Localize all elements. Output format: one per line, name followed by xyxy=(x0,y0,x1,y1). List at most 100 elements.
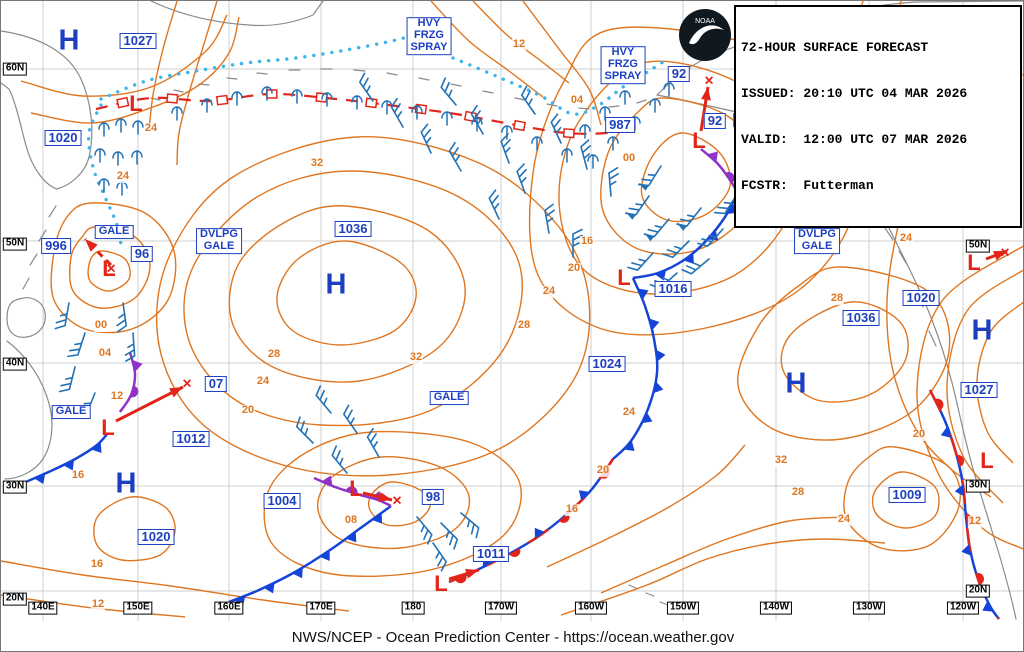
pressure-value-label: 987 xyxy=(605,116,635,134)
wind-barb-icon xyxy=(544,203,555,234)
wind-barb-icon xyxy=(470,104,484,135)
high-pressure-symbol: H xyxy=(971,314,993,347)
longitude-label: 150E xyxy=(123,601,153,615)
freezing-spray-icon xyxy=(619,90,631,105)
freezing-spray-icon xyxy=(649,98,661,113)
freezing-spray-icon xyxy=(231,91,243,106)
front-cold xyxy=(228,504,392,607)
pressure-value-label: 1016 xyxy=(654,280,692,298)
isobar-value-label: 12 xyxy=(109,390,125,403)
low-pressure-symbol: L xyxy=(102,256,116,282)
noaa-logo-circle xyxy=(679,9,731,61)
header-forecaster: FCSTR: Futterman xyxy=(741,177,874,193)
pressure-value-label: 1012 xyxy=(172,430,210,448)
hazard-warning-label: GALE xyxy=(429,391,469,405)
isobar-value-label: 24 xyxy=(836,513,852,526)
hazard-warning-label: DVLPG GALE xyxy=(794,228,840,254)
isobar-line xyxy=(276,240,417,346)
low-pressure-symbol: L xyxy=(692,128,706,154)
pressure-value-label: 1011 xyxy=(472,545,510,563)
pressure-value-label: 1027 xyxy=(960,381,998,399)
low-pressure-symbol: L xyxy=(101,415,115,441)
front-layer xyxy=(8,29,1001,620)
isobar-line xyxy=(148,1,178,132)
isobar-value-label: 12 xyxy=(511,38,527,51)
isobar-value-label: 28 xyxy=(516,319,532,332)
isobar-value-label: 28 xyxy=(790,486,806,499)
wind-barb-icon xyxy=(550,113,562,144)
isobar-line xyxy=(546,444,746,568)
arrowhead xyxy=(701,87,711,101)
isobar-line xyxy=(93,496,176,562)
freezing-spray-icon xyxy=(321,92,333,107)
coastline xyxy=(22,205,57,290)
arrowhead xyxy=(993,250,1007,261)
coastline xyxy=(150,1,324,27)
isobar-line xyxy=(737,266,951,441)
isobar-line xyxy=(560,538,886,616)
hazard-warning-label: GALE xyxy=(94,225,134,239)
wind-barb-icon xyxy=(124,332,136,362)
isobar-value-label: 20 xyxy=(911,428,927,441)
isobar-value-label: 08 xyxy=(343,514,359,527)
isobar-value-label: 20 xyxy=(595,464,611,477)
low-pressure-symbol: L xyxy=(349,476,363,502)
coastline xyxy=(6,297,46,338)
freezing-spray-icon xyxy=(561,148,573,163)
pressure-value-label: 92 xyxy=(703,112,727,130)
wind-barb-icon xyxy=(58,366,76,393)
longitude-label: 160E xyxy=(214,601,244,615)
isobar-line xyxy=(68,226,151,309)
isobar-line xyxy=(522,1,602,126)
wind-barb-icon xyxy=(67,332,86,358)
low-pressure-symbol: L xyxy=(980,448,994,474)
longitude-label: 120W xyxy=(946,601,980,615)
wind-barb-icon xyxy=(366,427,380,458)
isobar-line xyxy=(263,430,522,577)
low-center-x-mark: × xyxy=(182,375,192,393)
isobar-value-label: 00 xyxy=(93,319,109,332)
wind-barb-icon xyxy=(516,163,527,194)
hazard-warning-label: GALE xyxy=(51,405,91,419)
noaa-logo: NOAA xyxy=(677,7,733,68)
isobar-line xyxy=(871,471,940,529)
low-center-x-mark: × xyxy=(1000,244,1010,262)
header-title: 72-HOUR SURFACE FORECAST xyxy=(741,39,929,55)
front-occluded xyxy=(118,351,143,413)
isobar-value-label: 32 xyxy=(309,157,325,170)
wind-barb-icon xyxy=(432,542,447,572)
arrowhead xyxy=(169,387,183,398)
pressure-value-label: 1024 xyxy=(588,355,626,373)
freezing-spray-icon xyxy=(132,120,144,135)
footer-credit: NWS/NCEP - Ocean Prediction Center - htt… xyxy=(291,629,735,646)
longitude-label: 170E xyxy=(306,601,336,615)
latitude-label: 50N xyxy=(965,239,991,253)
high-pressure-symbol: H xyxy=(115,467,137,500)
freezing-spray-icon xyxy=(115,118,127,133)
isobar-value-label: 24 xyxy=(621,406,637,419)
latitude-label: 30N xyxy=(965,479,991,493)
pressure-value-label: 1036 xyxy=(334,220,372,238)
isobar-value-label: 24 xyxy=(898,232,914,245)
wind-barb-icon xyxy=(440,522,459,550)
noaa-logo-text: NOAA xyxy=(695,18,715,25)
wind-barb-icon xyxy=(580,139,591,170)
isobar-value-label: 20 xyxy=(240,404,256,417)
longitude-label: 130W xyxy=(852,601,886,615)
pressure-value-label: 1036 xyxy=(842,309,880,327)
freezing-spray-icon xyxy=(579,124,591,139)
isobar-line xyxy=(780,301,909,403)
wind-barb-icon xyxy=(54,302,70,330)
isobar-line xyxy=(886,154,992,498)
wind-barb-icon xyxy=(343,404,358,434)
wind-barb-icon xyxy=(331,445,348,474)
header-valid: VALID: 12:00 UTC 07 MAR 2026 xyxy=(741,131,968,147)
low-pressure-symbol: L xyxy=(434,571,448,597)
front-spray xyxy=(451,56,671,116)
latitude-label: 20N xyxy=(2,592,28,606)
longitude-label: 140E xyxy=(28,601,58,615)
wind-barb-icon xyxy=(315,385,332,414)
coastline xyxy=(1,30,93,190)
